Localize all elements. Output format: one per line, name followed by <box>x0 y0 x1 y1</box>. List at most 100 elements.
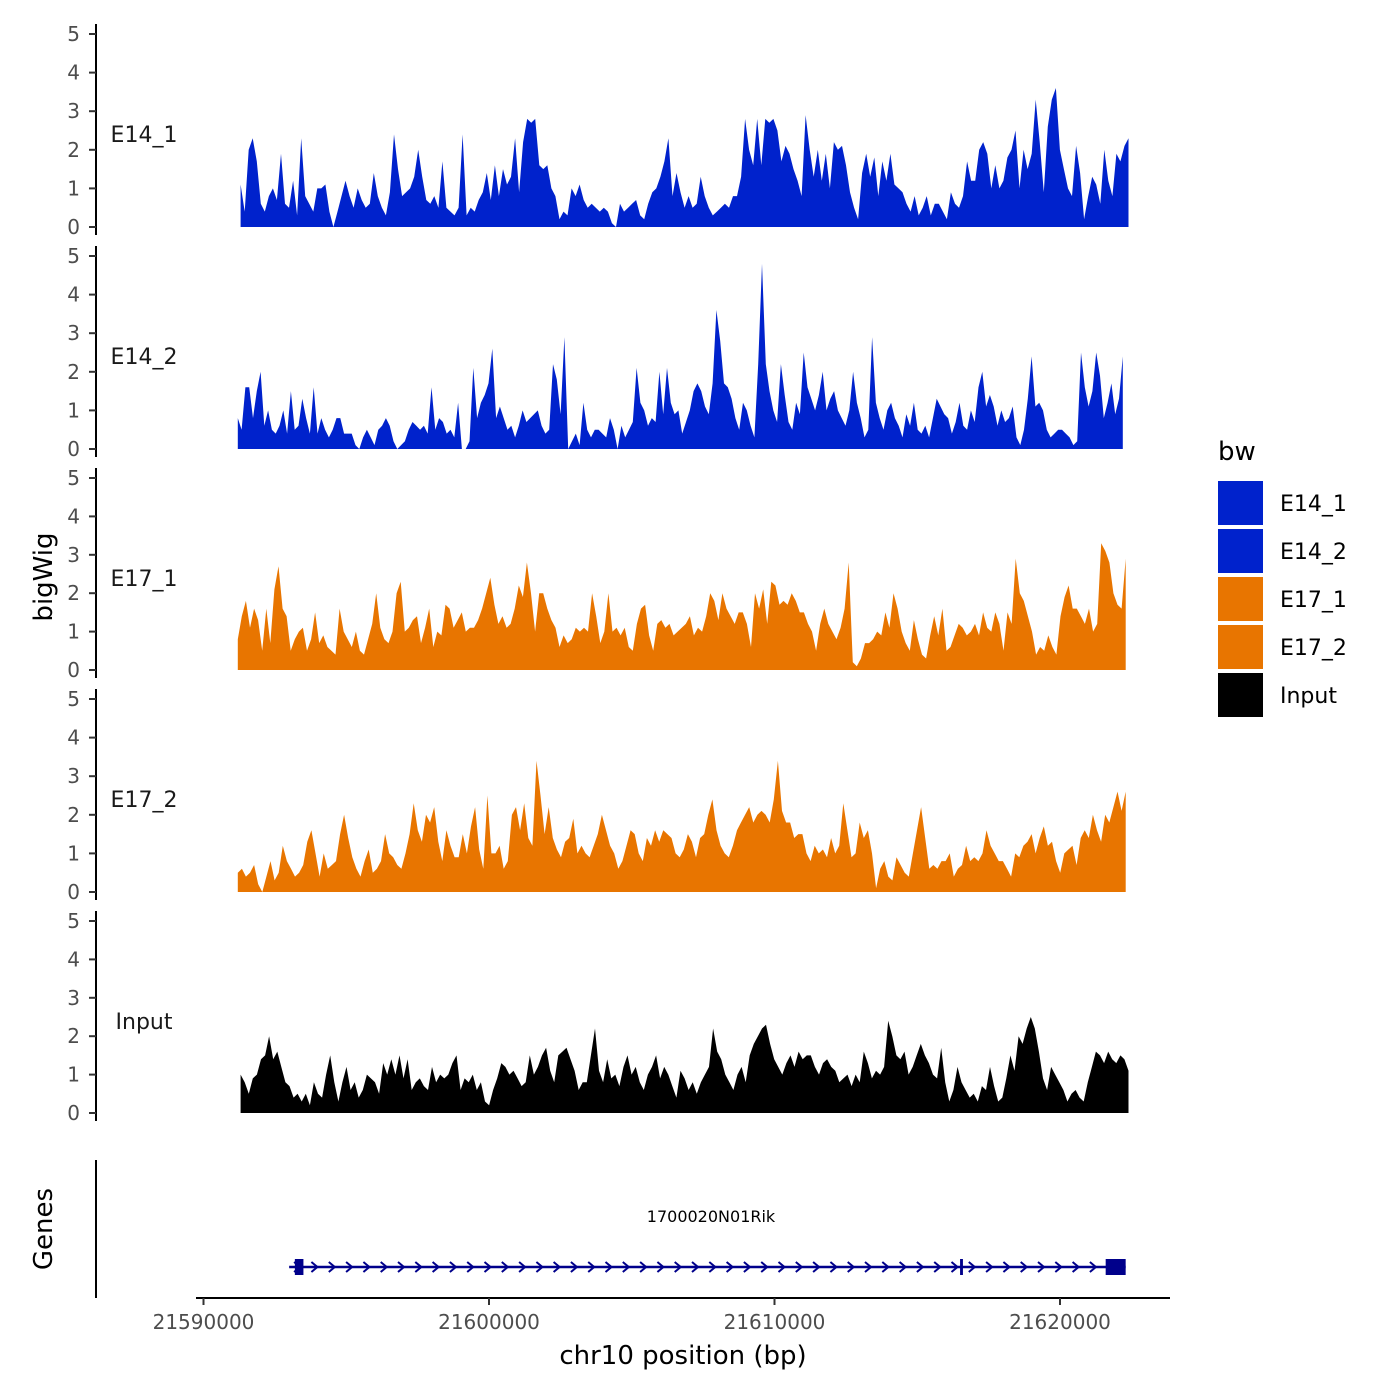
y-tick-label: 5 <box>67 909 80 933</box>
legend-label: E17_1 <box>1280 588 1347 613</box>
x-tick-label: 21600000 <box>438 1310 540 1334</box>
y-tick-label: 0 <box>67 215 80 239</box>
y-tick-label: 2 <box>67 138 80 162</box>
strand-arrow <box>604 1261 614 1273</box>
strand-arrow <box>795 1261 804 1273</box>
strand-arrow <box>1020 1261 1029 1273</box>
strand-arrow <box>760 1261 769 1273</box>
strand-arrow <box>483 1261 493 1273</box>
strand-arrow <box>691 1261 700 1273</box>
strand-arrow <box>708 1261 717 1273</box>
strand-arrow <box>933 1261 942 1273</box>
strand-arrow <box>725 1261 735 1273</box>
y-axis-title: bigWig <box>29 532 59 621</box>
y-tick-label: 2 <box>67 581 80 605</box>
signal-area-e17_2 <box>237 760 1126 892</box>
legend-title: bw <box>1218 437 1256 467</box>
strand-arrow <box>847 1261 856 1273</box>
y-tick-label: 5 <box>67 466 80 490</box>
y-tick-label: 3 <box>67 986 80 1010</box>
gene-exon <box>960 1259 963 1275</box>
strand-arrow <box>777 1261 787 1273</box>
track-label: E14_1 <box>111 123 178 148</box>
signal-area-e17_1 <box>237 543 1126 670</box>
y-tick-label: 3 <box>67 764 80 788</box>
strand-arrow <box>449 1261 458 1273</box>
y-tick-label: 5 <box>67 22 80 46</box>
strand-arrow <box>1071 1261 1081 1273</box>
x-axis: 21590000 21600000 21610000 21620000 <box>153 1298 1111 1334</box>
y-tick-label: 0 <box>67 658 80 682</box>
y-tick-label: 0 <box>67 437 80 461</box>
y-tick-label: 1 <box>67 620 80 644</box>
strand-arrow <box>397 1261 406 1273</box>
x-tick-label: 21620000 <box>1009 1310 1111 1334</box>
y-tick-label: 4 <box>67 726 80 750</box>
strand-arrow <box>985 1261 994 1273</box>
gene-exon <box>1105 1259 1126 1275</box>
track-e14_2: 0 1 2 3 4 5 E14_2 <box>67 244 1123 461</box>
strand-arrow <box>829 1261 838 1273</box>
y-tick-label: 2 <box>67 360 80 384</box>
strand-arrow <box>431 1261 441 1273</box>
track-label: E14_2 <box>111 345 178 370</box>
strand-arrow <box>587 1261 596 1273</box>
track-e17_1: 0 1 2 3 4 5 E17_1 <box>67 466 1126 682</box>
strand-arrow <box>552 1261 562 1273</box>
strand-arrow <box>968 1261 977 1273</box>
strand-arrow <box>1054 1261 1063 1273</box>
x-tick-label: 21590000 <box>153 1310 255 1334</box>
signal-area-e14_2 <box>237 263 1123 449</box>
legend-label: E17_2 <box>1280 636 1347 661</box>
legend-swatch-e14_2 <box>1218 529 1263 573</box>
legend-items: E14_1 E14_2 E17_1 E17_2 Input <box>1218 481 1347 717</box>
strand-arrow <box>380 1261 389 1273</box>
legend-swatch-input <box>1218 673 1263 717</box>
legend: bw E14_1 E14_2 E17_1 E17_2 Input <box>1218 437 1347 717</box>
x-tick-label: 21610000 <box>724 1310 826 1334</box>
strand-arrow <box>656 1261 665 1273</box>
track-label: Input <box>116 1010 173 1035</box>
y-tick-label: 2 <box>67 803 80 827</box>
legend-label: E14_2 <box>1280 540 1347 565</box>
x-axis-title: chr10 position (bp) <box>559 1341 806 1371</box>
strand-arrow <box>1037 1261 1046 1273</box>
track-label: E17_2 <box>111 788 178 813</box>
y-tick-label: 3 <box>67 543 80 567</box>
y-tick-label: 1 <box>67 176 80 200</box>
y-tick-label: 1 <box>67 398 80 422</box>
legend-label: Input <box>1280 684 1337 709</box>
strand-arrow <box>518 1261 527 1273</box>
track-e14_1: 0 1 2 3 4 5 E14_1 <box>67 22 1129 239</box>
strand-arrow <box>310 1261 319 1273</box>
strand-arrow <box>535 1261 544 1273</box>
legend-swatch-e17_2 <box>1218 625 1263 669</box>
strand-arrow <box>1002 1261 1011 1273</box>
gene-label: 1700020N01Rik <box>647 1207 776 1226</box>
y-tick-label: 4 <box>67 947 80 971</box>
y-tick-label: 5 <box>67 687 80 711</box>
strand-arrow <box>570 1261 579 1273</box>
strand-arrow <box>898 1261 908 1273</box>
strand-arrow <box>414 1261 423 1273</box>
legend-label: E14_1 <box>1280 492 1347 517</box>
strand-arrow <box>501 1261 510 1273</box>
y-tick-label: 4 <box>67 504 80 528</box>
strand-arrow <box>674 1261 683 1273</box>
strand-arrow <box>864 1261 873 1273</box>
strand-arrow <box>328 1261 337 1273</box>
strand-arrow <box>881 1261 890 1273</box>
y-tick-label: 5 <box>67 244 80 268</box>
legend-swatch-e17_1 <box>1218 577 1263 621</box>
track-e17_2: 0 1 2 3 4 5 E17_2 <box>67 687 1126 904</box>
signal-area-e14_1 <box>240 88 1129 227</box>
y-tick-label: 0 <box>67 1101 80 1125</box>
track-input: 0 1 2 3 4 5 Input <box>67 909 1129 1125</box>
strand-arrow <box>466 1261 475 1273</box>
strand-arrow <box>639 1261 648 1273</box>
strand-arrow <box>812 1261 821 1273</box>
y-tick-label: 0 <box>67 880 80 904</box>
strand-arrow <box>916 1261 925 1273</box>
genes-axis-title: Genes <box>29 1188 59 1270</box>
